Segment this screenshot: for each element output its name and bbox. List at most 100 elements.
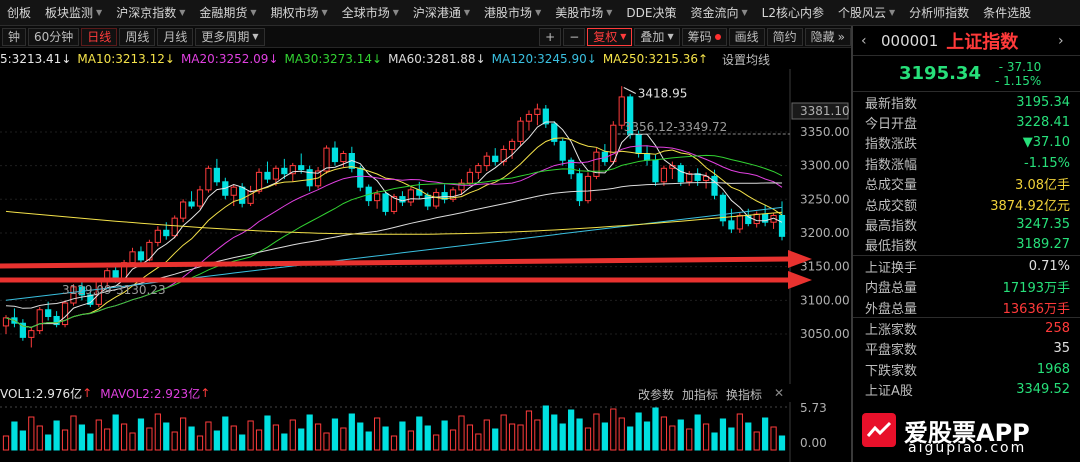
menu-item-label: 个股风云 xyxy=(837,6,886,20)
volume-bar xyxy=(78,424,86,451)
volume-chart[interactable]: 5.73 0.00 xyxy=(0,402,851,462)
menu-item-8[interactable]: 美股市场 ▼ xyxy=(548,0,619,25)
volume-bar xyxy=(146,427,153,451)
quote-row-label: 最新指数 xyxy=(865,96,918,112)
menu-item-6[interactable]: 沪深港通 ▼ xyxy=(406,0,477,25)
trend-arrow-icon: ↓ xyxy=(164,52,175,66)
candle-body xyxy=(559,140,566,161)
menu-item-3[interactable]: 金融期货 ▼ xyxy=(192,0,263,25)
menu-item-label: 资金流向 xyxy=(690,6,739,20)
menu-item-0[interactable]: 创板 xyxy=(0,0,38,25)
current-high-box xyxy=(791,102,849,120)
volume-bar xyxy=(298,428,305,451)
candle-body xyxy=(534,108,541,115)
quote-row: 总成交量 3.08亿手 xyxy=(853,174,1080,194)
volume-bar xyxy=(163,422,170,451)
zoom-in-button[interactable]: + xyxy=(539,27,562,46)
candle-body xyxy=(753,213,760,225)
menu-item-12[interactable]: 个股风云 ▼ xyxy=(831,0,902,25)
ma-legend-item: MA120:3245.90↓ xyxy=(492,52,597,66)
menu-item-13[interactable]: 分析师指数 xyxy=(902,0,976,25)
menu-item-9[interactable]: DDE决策 xyxy=(619,0,683,25)
candle-body xyxy=(281,167,288,175)
candle-body xyxy=(702,175,710,181)
quote-stats-group-3: 上涨家数 258 平盘家数 35 下跌家数 1968 上证A股 3349.52 xyxy=(853,317,1080,400)
menu-item-2[interactable]: 沪深京指数 ▼ xyxy=(109,0,192,25)
menu-item-14[interactable]: 条件选股 xyxy=(976,0,1038,25)
switch-indicator-button[interactable]: 换指标 xyxy=(726,388,763,402)
volume-bar xyxy=(652,407,659,451)
quote-row-value: 3195.34 xyxy=(1016,94,1070,110)
menu-item-label: 创板 xyxy=(7,6,32,20)
volume-bar xyxy=(762,417,769,451)
trend-arrow-icon: ↓ xyxy=(61,52,72,66)
volume-bar xyxy=(635,412,642,451)
volume-bar xyxy=(382,426,389,451)
period-tab-3[interactable]: 周线 xyxy=(119,27,156,46)
candle-body xyxy=(129,251,136,264)
period-tab-5[interactable]: 更多周期 ▼ xyxy=(195,27,265,46)
zoom-out-button[interactable]: − xyxy=(563,27,586,46)
add-indicator-button[interactable]: 加指标 xyxy=(682,388,719,402)
volume-bar xyxy=(568,409,575,451)
quote-row-value: 0.71% xyxy=(1028,258,1070,274)
mavol2-value: MAVOL2:2.923亿 xyxy=(100,386,201,401)
volume-bar xyxy=(340,427,347,451)
menu-item-label: 港股市场 xyxy=(484,6,533,20)
candle-body xyxy=(568,159,575,175)
chevron-right-icon[interactable]: › xyxy=(1058,32,1064,49)
ma-legend-item: 5:3213.41↓ xyxy=(0,52,71,66)
quote-row: 最高指数 3247.35 xyxy=(853,214,1080,234)
overlay-button[interactable]: 叠加 ▼ xyxy=(634,27,680,46)
menu-item-10[interactable]: 资金流向 ▼ xyxy=(683,0,754,25)
ma5-line xyxy=(5,121,783,328)
chevron-left-icon[interactable]: ‹ xyxy=(861,32,867,49)
candle-body xyxy=(635,134,642,154)
volume-bar xyxy=(2,435,10,451)
menu-item-4[interactable]: 期权市场 ▼ xyxy=(264,0,335,25)
chips-button[interactable]: 筹码 xyxy=(681,27,727,46)
volume-bar xyxy=(610,408,617,451)
period-tab-2[interactable]: 日线 xyxy=(81,27,118,46)
volume-bar xyxy=(660,416,668,451)
volume-bar xyxy=(399,421,406,451)
volume-bar xyxy=(272,424,280,451)
candle-body xyxy=(677,165,684,183)
volume-bar xyxy=(542,405,549,451)
volume-bar xyxy=(306,414,313,451)
volume-bar xyxy=(458,415,465,451)
ma-settings-button[interactable]: 设置均线 xyxy=(722,53,771,67)
menu-item-7[interactable]: 港股市场 ▼ xyxy=(477,0,548,25)
period-tab-4[interactable]: 月线 xyxy=(157,27,194,46)
chevron-down-icon: ▼ xyxy=(741,8,748,17)
menu-item-1[interactable]: 板块监测 ▼ xyxy=(38,0,109,25)
price-axis-label: 3300.00 xyxy=(800,159,850,173)
chevron-down-icon: ▼ xyxy=(252,32,259,41)
volume-bar xyxy=(331,418,339,451)
hide-button[interactable]: 隐藏» xyxy=(804,27,851,46)
fuquan-button[interactable]: 复权 ▼ xyxy=(587,27,633,46)
period-tab-0[interactable]: 钟 xyxy=(2,27,27,46)
quote-row-value: 3349.52 xyxy=(1016,382,1070,398)
quote-row-label: 上证A股 xyxy=(865,384,913,400)
menu-item-label: 沪深港通 xyxy=(412,6,461,20)
volume-bar xyxy=(559,423,566,451)
watermark-app-name: 爱股票APP xyxy=(904,418,1030,447)
volume-bar xyxy=(61,429,69,451)
edit-params-button[interactable]: 改参数 xyxy=(638,388,675,402)
candle-body xyxy=(399,196,406,203)
volume-bar xyxy=(753,431,760,451)
volume-bar xyxy=(36,425,43,451)
simple-mode-button[interactable]: 简约 xyxy=(766,27,803,46)
candle-body xyxy=(154,229,161,243)
kline-chart[interactable]: 3381.10 3350.00 3300.00 3250.00 3200.00 3150.… xyxy=(0,69,851,384)
close-icon[interactable]: ✕ xyxy=(774,386,785,400)
volume-bar xyxy=(525,410,533,451)
menu-item-11[interactable]: L2核心内参 xyxy=(755,0,831,25)
draw-line-button[interactable]: 画线 xyxy=(728,27,765,46)
ma-legend-item: MA10:3213.12↓ xyxy=(77,52,175,66)
period-tab-1[interactable]: 60分钟 xyxy=(28,27,80,46)
quote-row-value: 1968 xyxy=(1036,361,1070,377)
quote-row-value: 258 xyxy=(1045,320,1070,336)
menu-item-5[interactable]: 全球市场 ▼ xyxy=(335,0,406,25)
